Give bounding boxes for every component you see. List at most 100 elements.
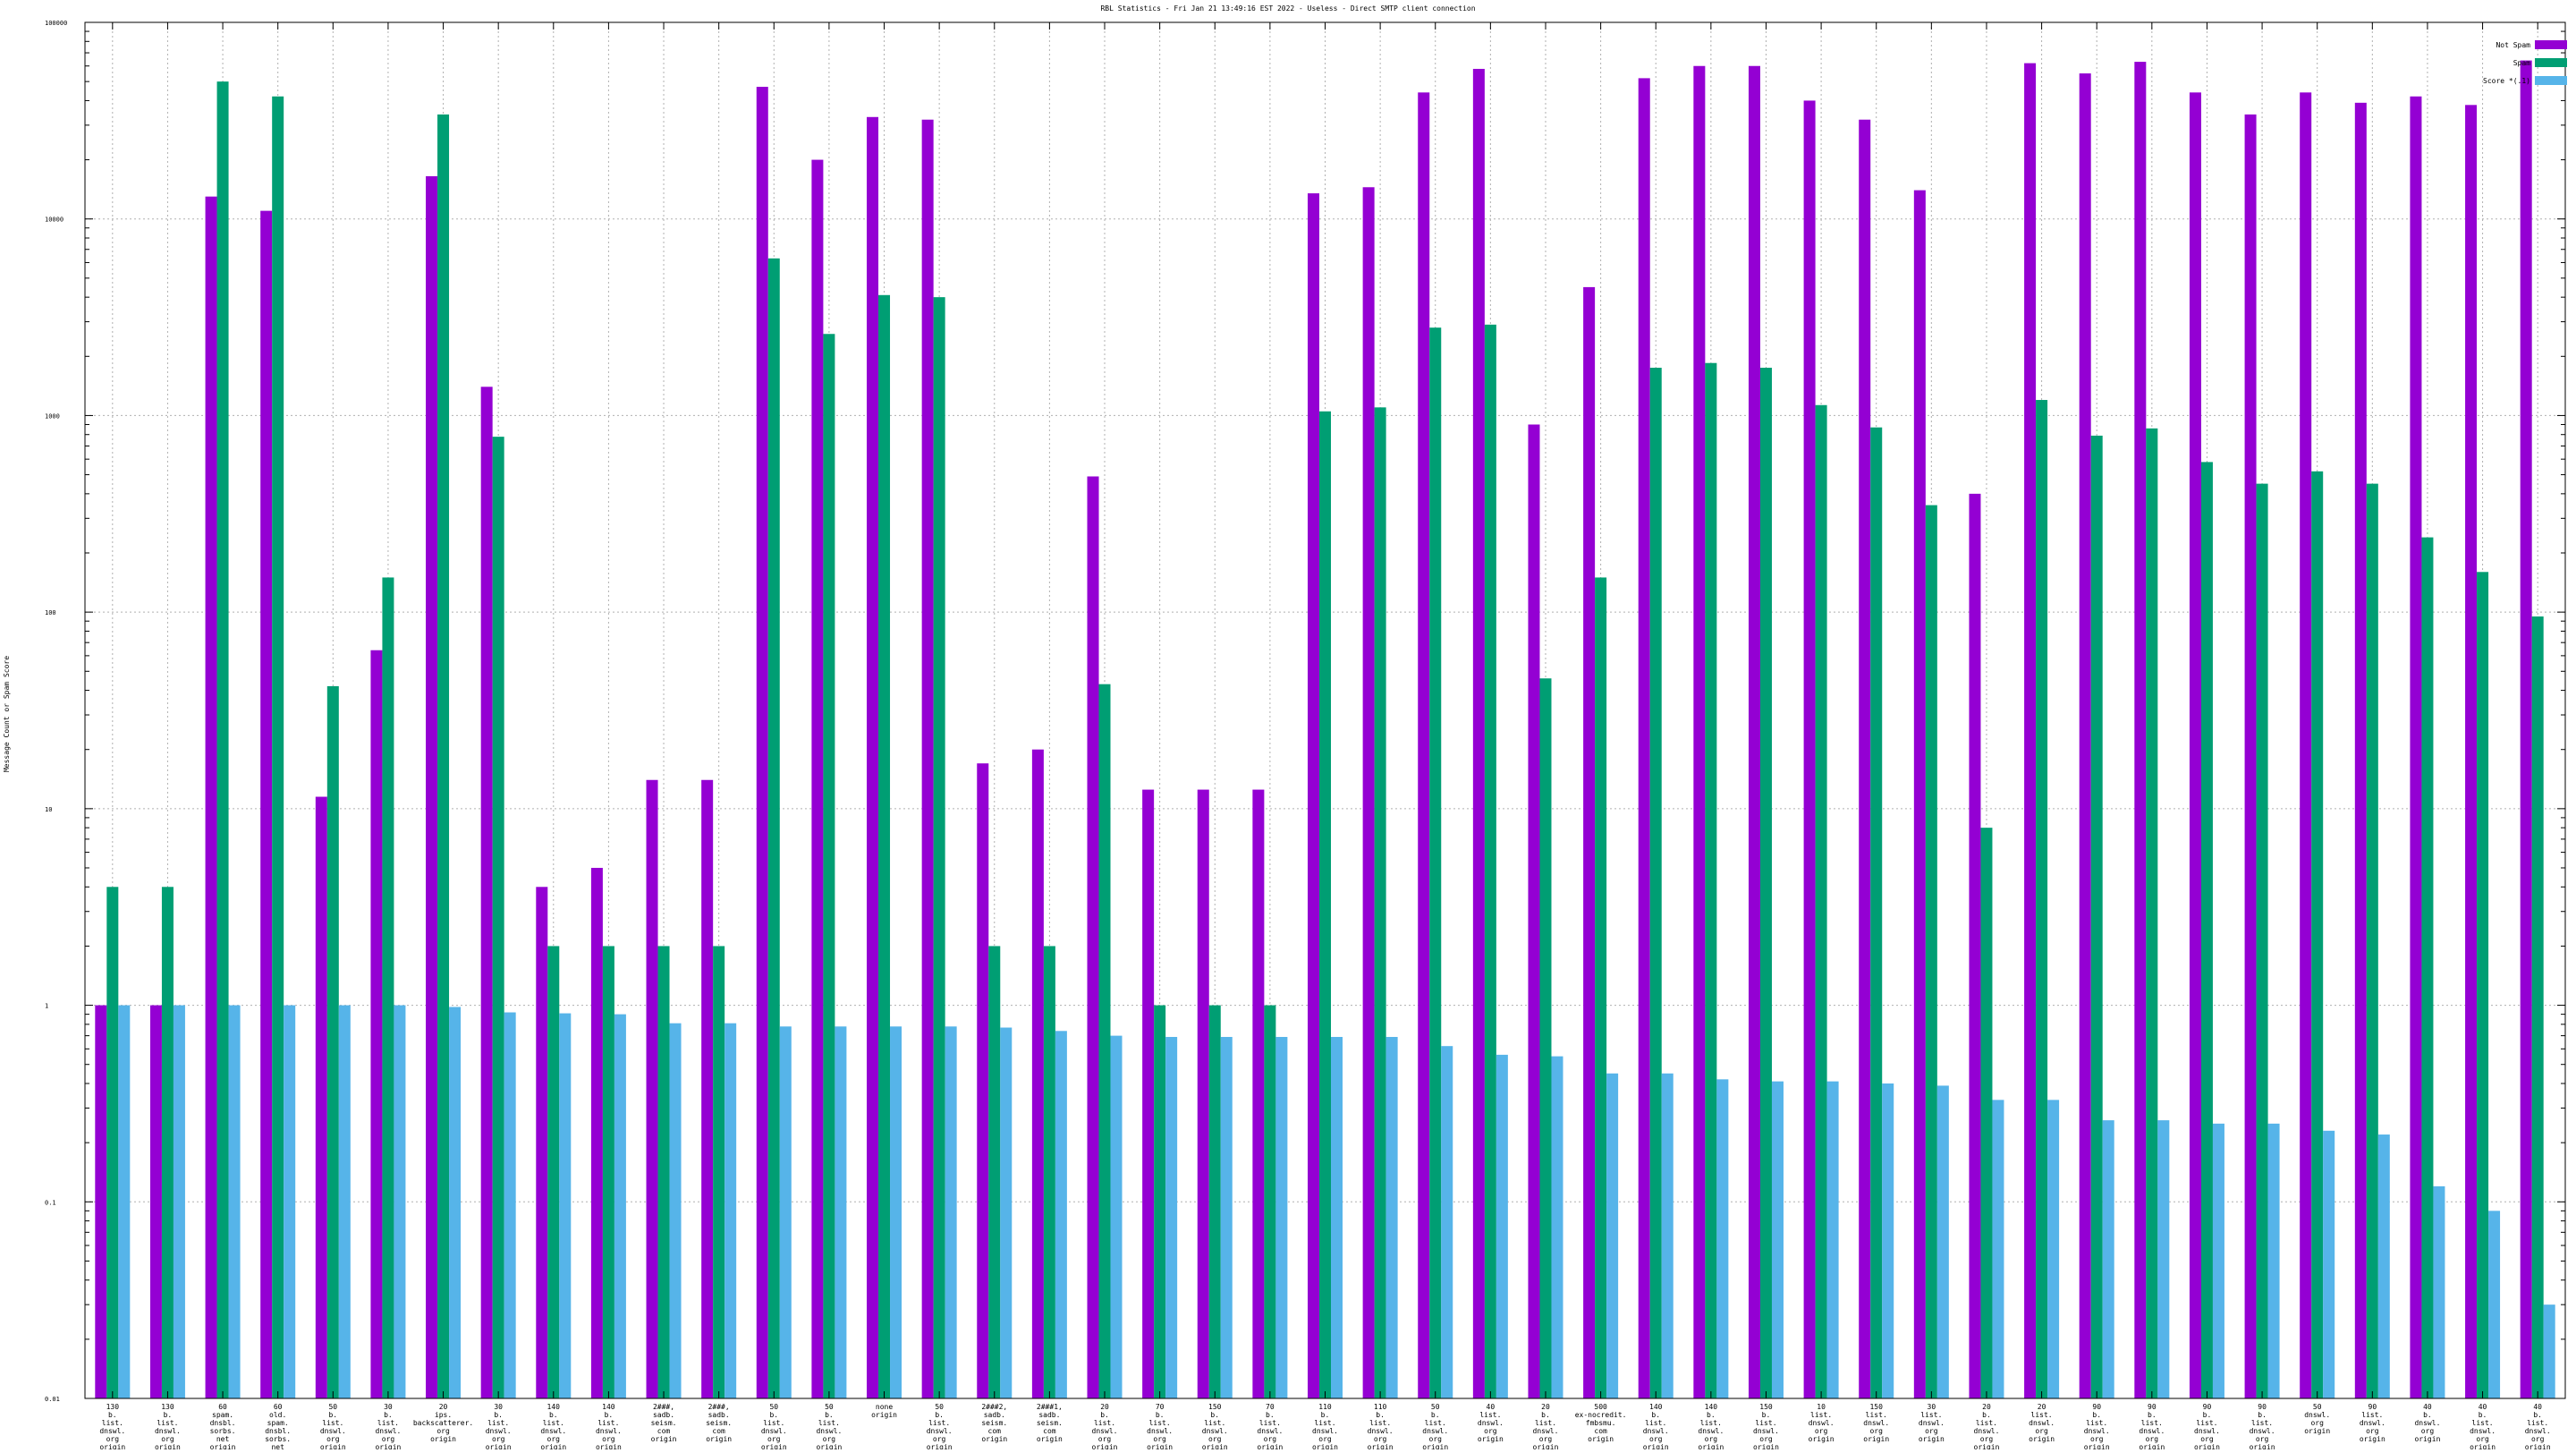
bar-spam bbox=[1429, 327, 1442, 1399]
bar-score-1 bbox=[669, 1023, 682, 1398]
bar-spam bbox=[2256, 483, 2268, 1398]
bar-score-1 bbox=[890, 1026, 902, 1398]
y-tick-label: 1 bbox=[45, 1003, 48, 1010]
bar-score-1 bbox=[1661, 1073, 1674, 1398]
bar-spam bbox=[1595, 577, 1607, 1398]
bar-score-1 bbox=[1882, 1083, 1894, 1398]
bar-spam bbox=[1980, 828, 1993, 1398]
x-category-label: 140 b. list. dnswl. org origin bbox=[1643, 1403, 1669, 1449]
bar-score-1 bbox=[173, 1005, 185, 1398]
bar-score-1 bbox=[1110, 1035, 1123, 1398]
x-category-label: 30 b. list. dnswl. org origin bbox=[486, 1403, 512, 1449]
bar-not-spam bbox=[921, 119, 934, 1399]
bar-spam bbox=[1098, 684, 1111, 1398]
x-category-label: 40 b. list. dnswl. org origin bbox=[2525, 1403, 2551, 1449]
y-tick-label: 10 bbox=[45, 806, 52, 813]
bar-score-1 bbox=[338, 1005, 351, 1398]
bar-not-spam bbox=[2354, 102, 2367, 1398]
bar-spam bbox=[1208, 1005, 1221, 1398]
bar-score-1 bbox=[1055, 1031, 1067, 1398]
y-tick-label: 0.1 bbox=[45, 1199, 56, 1206]
x-category-label: 110 b. list. dnswl. org origin bbox=[1368, 1403, 1394, 1449]
bar-not-spam bbox=[1528, 424, 1540, 1398]
bar-score-1 bbox=[559, 1013, 572, 1398]
bar-spam bbox=[272, 96, 284, 1399]
bar-not-spam bbox=[590, 867, 603, 1398]
bar-score-1 bbox=[394, 1005, 406, 1398]
bar-score-1 bbox=[284, 1005, 296, 1398]
bar-score-1 bbox=[1331, 1036, 1343, 1398]
bar-score-1 bbox=[779, 1026, 792, 1398]
x-category-label: 50 b. list. dnswl. org origin bbox=[761, 1403, 787, 1449]
x-category-label: 500 ex-nocredit. fmbsmu. com origin bbox=[1575, 1403, 1627, 1443]
bar-score-1 bbox=[1716, 1079, 1729, 1398]
bar-not-spam bbox=[2024, 63, 2037, 1399]
bar-not-spam bbox=[205, 196, 217, 1398]
bar-not-spam bbox=[1913, 190, 1926, 1398]
bar-spam bbox=[161, 887, 174, 1398]
bar-not-spam bbox=[1583, 286, 1596, 1398]
x-category-label: 2###1, sadb. seism. com origin bbox=[1037, 1403, 1063, 1443]
bar-not-spam bbox=[426, 175, 438, 1399]
x-category-label: 150 b. list. dnswl. org origin bbox=[1202, 1403, 1228, 1449]
x-category-label: 90 list. dnswl. org origin bbox=[2360, 1403, 2385, 1443]
axis-layer: 0.01 0.1 1 10 100 1000 10000 100000 130 b. list. dn… bbox=[45, 20, 2566, 1453]
bar-not-spam bbox=[1308, 193, 1319, 1398]
bar-not-spam bbox=[977, 763, 989, 1398]
bar-score-1 bbox=[2543, 1304, 2555, 1398]
bar-spam bbox=[437, 114, 450, 1398]
bar-spam bbox=[2036, 400, 2048, 1399]
bar-spam bbox=[933, 297, 945, 1398]
bar-spam bbox=[492, 437, 504, 1398]
bar-spam bbox=[1925, 505, 1937, 1398]
bar-score-1 bbox=[228, 1005, 241, 1398]
bar-spam bbox=[2477, 572, 2489, 1398]
x-category-label: 140 b. list. dnswl. org origin bbox=[1698, 1403, 1724, 1449]
bar-not-spam bbox=[2465, 105, 2478, 1399]
bar-not-spam bbox=[370, 650, 383, 1398]
bar-not-spam bbox=[315, 796, 327, 1398]
bar-not-spam bbox=[2244, 114, 2257, 1398]
bar-score-1 bbox=[1496, 1054, 1508, 1398]
bar-score-1 bbox=[2047, 1100, 2060, 1398]
bar-score-1 bbox=[504, 1012, 516, 1398]
bar-score-1 bbox=[2323, 1130, 2335, 1398]
legend-swatch bbox=[2535, 58, 2567, 67]
x-category-label: 140 b. list. dnswl. org origin bbox=[596, 1403, 622, 1449]
x-category-label: 60 spam. dnsbl. sorbs. net origin bbox=[210, 1403, 236, 1449]
x-category-label: 90 b. list. dnswl. org origin bbox=[2084, 1403, 2110, 1449]
bar-not-spam bbox=[1803, 100, 1816, 1398]
bar-not-spam bbox=[149, 1005, 162, 1398]
bar-spam bbox=[2311, 471, 2324, 1399]
bar-spam bbox=[216, 81, 229, 1398]
x-category-label: 20 b. list. dnswl. org origin bbox=[1974, 1403, 2000, 1449]
bar-score-1 bbox=[1936, 1085, 1949, 1398]
bar-not-spam bbox=[646, 779, 658, 1398]
legend-label: Spam bbox=[2513, 59, 2530, 67]
bar-spam bbox=[382, 577, 394, 1398]
x-category-label: 2###, sadb. seism. com origin bbox=[651, 1403, 677, 1443]
bar-score-1 bbox=[2157, 1120, 2170, 1398]
bar-spam bbox=[1484, 324, 1496, 1398]
x-category-label: 40 b. list. dnswl. org origin bbox=[2470, 1403, 2496, 1449]
bar-not-spam bbox=[1087, 476, 1099, 1398]
bar-score-1 bbox=[614, 1014, 626, 1398]
bar-spam bbox=[1815, 404, 1827, 1398]
bar-spam bbox=[1154, 1005, 1166, 1398]
plot-border bbox=[84, 21, 2566, 1399]
bar-not-spam bbox=[756, 87, 768, 1398]
x-category-label: 10 list. dnswl. org origin bbox=[1809, 1403, 1835, 1443]
x-category-label: 90 b. list. dnswl. org origin bbox=[2139, 1403, 2165, 1449]
x-category-label: none origin bbox=[871, 1403, 897, 1419]
x-category-label: 150 list. dnswl. org origin bbox=[1863, 1403, 1889, 1443]
bar-score-1 bbox=[1275, 1036, 1288, 1398]
x-category-label: 90 b. list. dnswl. org origin bbox=[2194, 1403, 2220, 1449]
x-category-label: 50 b. list. dnswl. org origin bbox=[816, 1403, 842, 1449]
bar-score-1 bbox=[118, 1005, 131, 1398]
bar-spam bbox=[657, 946, 670, 1398]
bar-spam bbox=[1374, 407, 1386, 1399]
y-tick-label: 100000 bbox=[45, 20, 67, 27]
x-category-label: 40 list. dnswl. org origin bbox=[1478, 1403, 1504, 1443]
